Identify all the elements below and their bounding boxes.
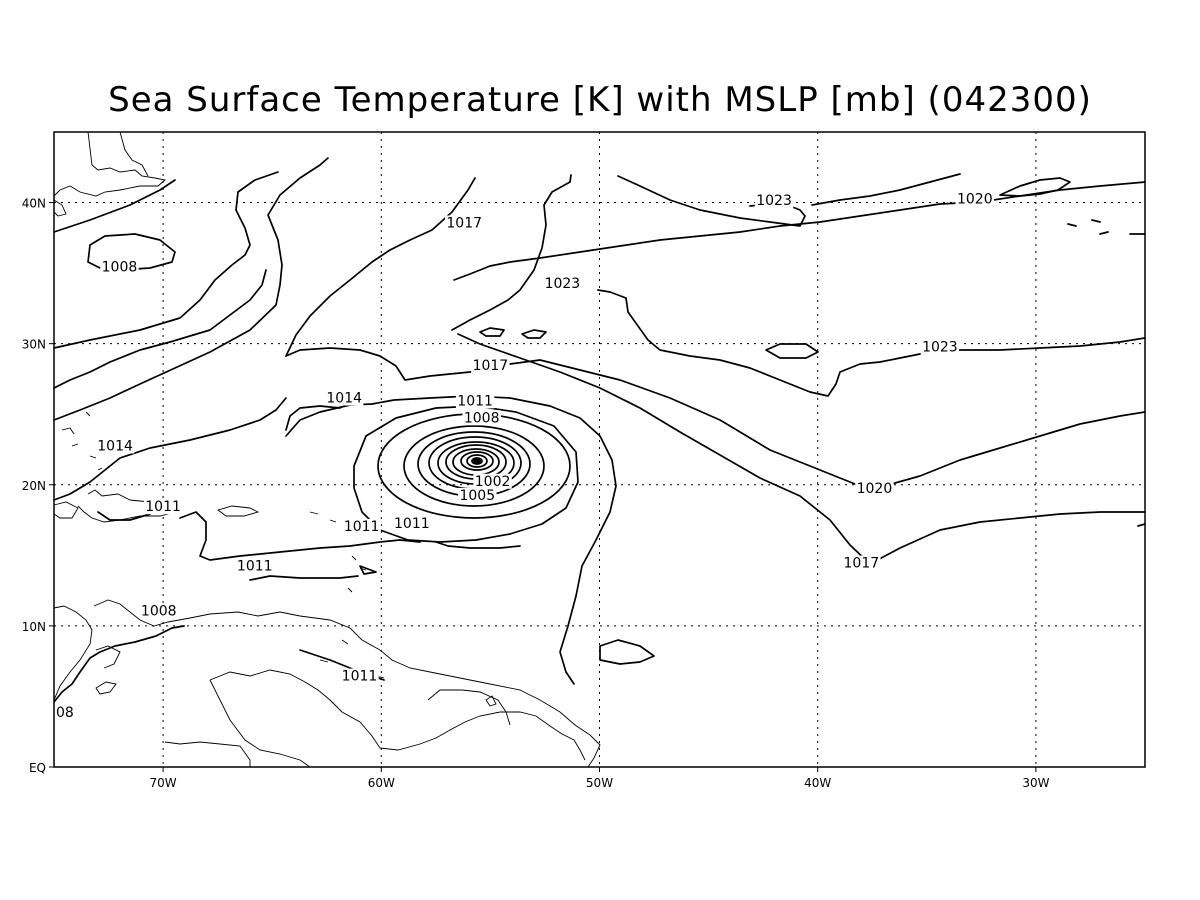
contour-label: 1002 (475, 474, 511, 490)
contour-label-bg (445, 215, 484, 231)
graticule (54, 132, 1145, 767)
contour-label: 1011 (145, 499, 181, 515)
contour-label-bg (325, 390, 364, 406)
south-america-coast (93, 599, 601, 768)
north-america-coast (53, 131, 166, 198)
contour-label-bg (340, 668, 379, 684)
central-america-coast (53, 605, 93, 701)
contour-label-bg (139, 603, 178, 619)
contour-label-bg (342, 518, 381, 534)
contour-label-bg (235, 558, 274, 574)
contour-label-bg (754, 192, 794, 208)
contour-label: 1005 (459, 488, 495, 504)
contour-label-bg (455, 393, 495, 409)
contour-label: 1017 (844, 556, 880, 572)
contour-label: 1014 (97, 439, 133, 455)
contour-label: 1017 (473, 358, 509, 374)
contour-label-bg (54, 705, 76, 721)
isobars (53, 157, 1146, 703)
contour-label-bg (95, 438, 135, 454)
map-title: Sea Surface Temperature [K] with MSLP [m… (108, 80, 1092, 120)
contour-label: 1008 (464, 410, 500, 426)
contour-label-bg (462, 410, 501, 426)
contour-label: 1008 (141, 604, 177, 620)
contour-label: 1020 (857, 481, 893, 497)
contour-label-bg (920, 339, 960, 355)
contour-label-bg (100, 259, 139, 275)
axis-ticks: 70W 60W 50W 40W 30W EQ 10N 20N 30N 40N (22, 197, 1050, 790)
contour-label: 1023 (545, 276, 581, 292)
venezuela-interior (209, 669, 586, 761)
contour-label: 1011 (394, 516, 430, 532)
contour-label-bg (473, 473, 512, 489)
lon-tick-label: 70W (150, 776, 177, 790)
contour-label: 1011 (344, 519, 380, 535)
contour-label-bg (955, 191, 995, 207)
contour-label: 1017 (446, 216, 482, 232)
cuba-coast (53, 501, 79, 519)
contour-label: 1011 (342, 669, 378, 685)
contour-label-bg (842, 555, 881, 571)
puerto-rico-coast (217, 505, 260, 517)
contour-label-bg (392, 516, 432, 532)
contour-label: 1011 (237, 558, 273, 574)
lon-tick-label: 60W (368, 776, 395, 790)
lat-tick-label: 30N (22, 338, 46, 352)
maritimes-coast (119, 131, 149, 177)
lat-tick-label: 40N (22, 197, 46, 211)
contour-label: 08 (56, 705, 74, 721)
lat-tick-label: 20N (22, 479, 46, 493)
coastlines (53, 131, 601, 768)
contour-label: 1023 (756, 193, 792, 209)
contour-label-bg (143, 499, 183, 515)
contour-label-bg (471, 358, 510, 374)
contour-label: 1014 (326, 391, 362, 407)
storm-center (473, 458, 481, 464)
lat-tick-label: 10N (22, 620, 46, 634)
map-frame (53, 131, 1146, 768)
lon-tick-label: 40W (804, 776, 831, 790)
contour-label-bg (543, 276, 582, 292)
lon-tick-label: 30W (1022, 776, 1049, 790)
contour-label: 1008 (102, 259, 138, 275)
contour-label: 1023 (922, 340, 958, 356)
contour-label-bg (458, 487, 497, 503)
contour-label: 1011 (457, 393, 493, 409)
lon-tick-label: 50W (586, 776, 613, 790)
contour-label: 1020 (957, 192, 993, 208)
contour-label-bg (855, 480, 894, 496)
lat-tick-label: EQ (29, 761, 46, 775)
